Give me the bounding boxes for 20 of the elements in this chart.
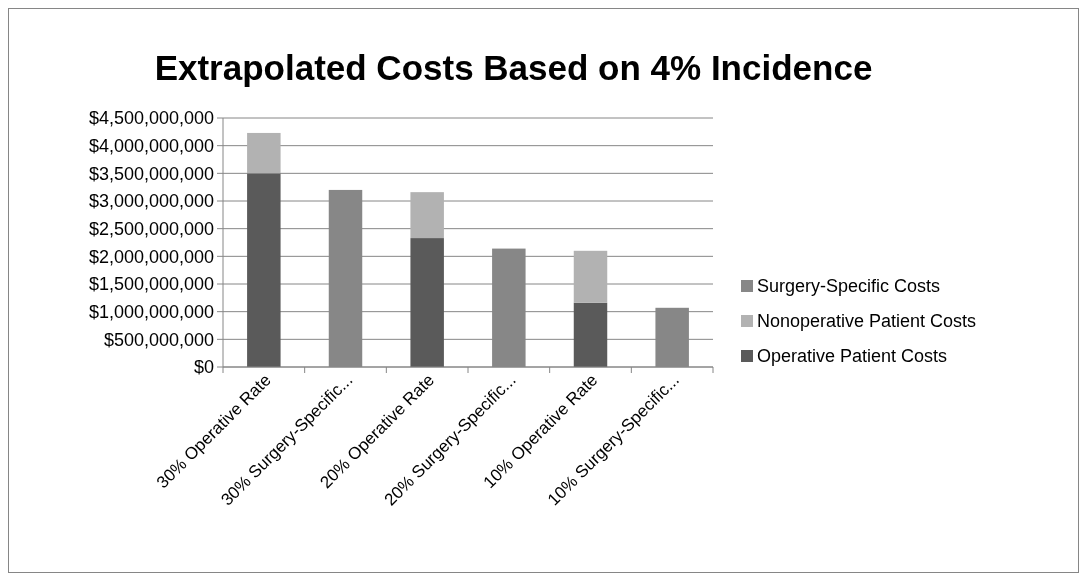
y-tick-label: $4,000,000,000 (88, 135, 214, 156)
y-tick-label: $0 (193, 357, 214, 378)
bar (247, 132, 281, 174)
bar (573, 250, 608, 303)
y-tick-label: $3,500,000,000 (88, 163, 214, 184)
y-tick-label: $2,500,000,000 (88, 218, 214, 239)
bar (573, 302, 608, 367)
y-tick-label: $4,500,000,000 (88, 108, 214, 129)
y-tick-label: $2,000,000,000 (88, 246, 214, 267)
bar (247, 173, 281, 367)
y-tick-label: $1,500,000,000 (88, 274, 214, 295)
y-tick-label: $500,000,000 (103, 329, 214, 350)
y-tick-label: $1,000,000,000 (88, 301, 214, 322)
legend-label: Surgery-Specific Costs (757, 276, 941, 297)
bar (410, 238, 444, 367)
bar (410, 192, 444, 239)
y-tick-label: $3,000,000,000 (88, 191, 214, 212)
legend-label: Nonoperative Patient Costs (757, 311, 977, 332)
chart-title: Extrapolated Costs Based on 4% Incidence (154, 48, 873, 87)
legend-label: Operative Patient Costs (757, 346, 948, 367)
